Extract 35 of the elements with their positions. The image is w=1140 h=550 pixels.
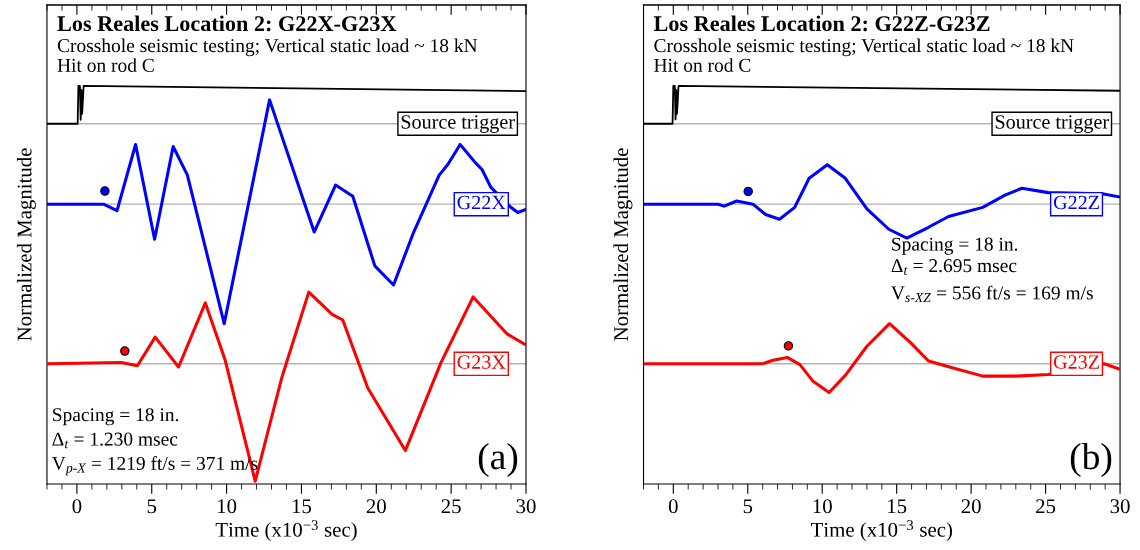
annotation: V$_{s-XZ}$ = 556 ft/s = 169 m/s <box>891 285 1093 303</box>
chart-subtitle: Crosshole seismic testing; Vertical static load ~ 18 kN Hit on rod C <box>654 38 1074 72</box>
annotation: Δ$_{t}$ = 1.230 msec <box>52 432 178 449</box>
annotation: Spacing = 18 in. <box>53 408 179 426</box>
series-label: Source trigger <box>995 115 1109 133</box>
chart-title: Los Reales Location 2: G22X-G23X <box>57 15 397 32</box>
x-tick-label: 10 <box>218 499 237 514</box>
x-tick-label: 10 <box>813 499 832 514</box>
x-tick-label: 15 <box>888 499 907 514</box>
series-label: Source trigger <box>401 115 515 133</box>
x-tick-label: 30 <box>1110 499 1130 514</box>
x-tick-label: 20 <box>961 499 981 514</box>
x-tick-label: 20 <box>366 499 386 514</box>
annotation: (b) <box>1070 443 1112 478</box>
x-tick-label: 5 <box>147 499 157 514</box>
chart-title: Los Reales Location 2: G22Z-G23Z <box>653 15 990 32</box>
series-label: G23X <box>457 355 506 369</box>
series-label: G23Z <box>1053 355 1099 369</box>
x-axis-title: Time (x10$^{−3}$ sec) <box>215 520 357 542</box>
x-axis-title: Time (x10$^{−3}$ sec) <box>811 520 952 542</box>
x-tick-label: 30 <box>516 499 536 514</box>
x-tick-label: 25 <box>441 499 461 514</box>
chart-subtitle: Crosshole seismic testing; Vertical static load ~ 18 kN Hit on rod C <box>57 38 478 72</box>
x-tick-label: 5 <box>743 499 753 514</box>
series-label: G22X <box>457 195 506 210</box>
x-tick-label: 0 <box>72 499 82 514</box>
x-tick-label: 0 <box>668 499 678 514</box>
annotation: Spacing = 18 in. <box>892 237 1018 255</box>
annotation: (a) <box>478 443 518 478</box>
annotation: Δ$_{t}$ = 2.695 msec <box>891 259 1017 275</box>
y-axis-title: Normalized Magnitude <box>16 148 36 341</box>
series-label: G22Z <box>1053 195 1099 210</box>
x-tick-label: 15 <box>292 499 312 514</box>
x-tick-label: 25 <box>1036 499 1056 514</box>
y-axis-title: Normalized Magnitude <box>613 148 633 341</box>
